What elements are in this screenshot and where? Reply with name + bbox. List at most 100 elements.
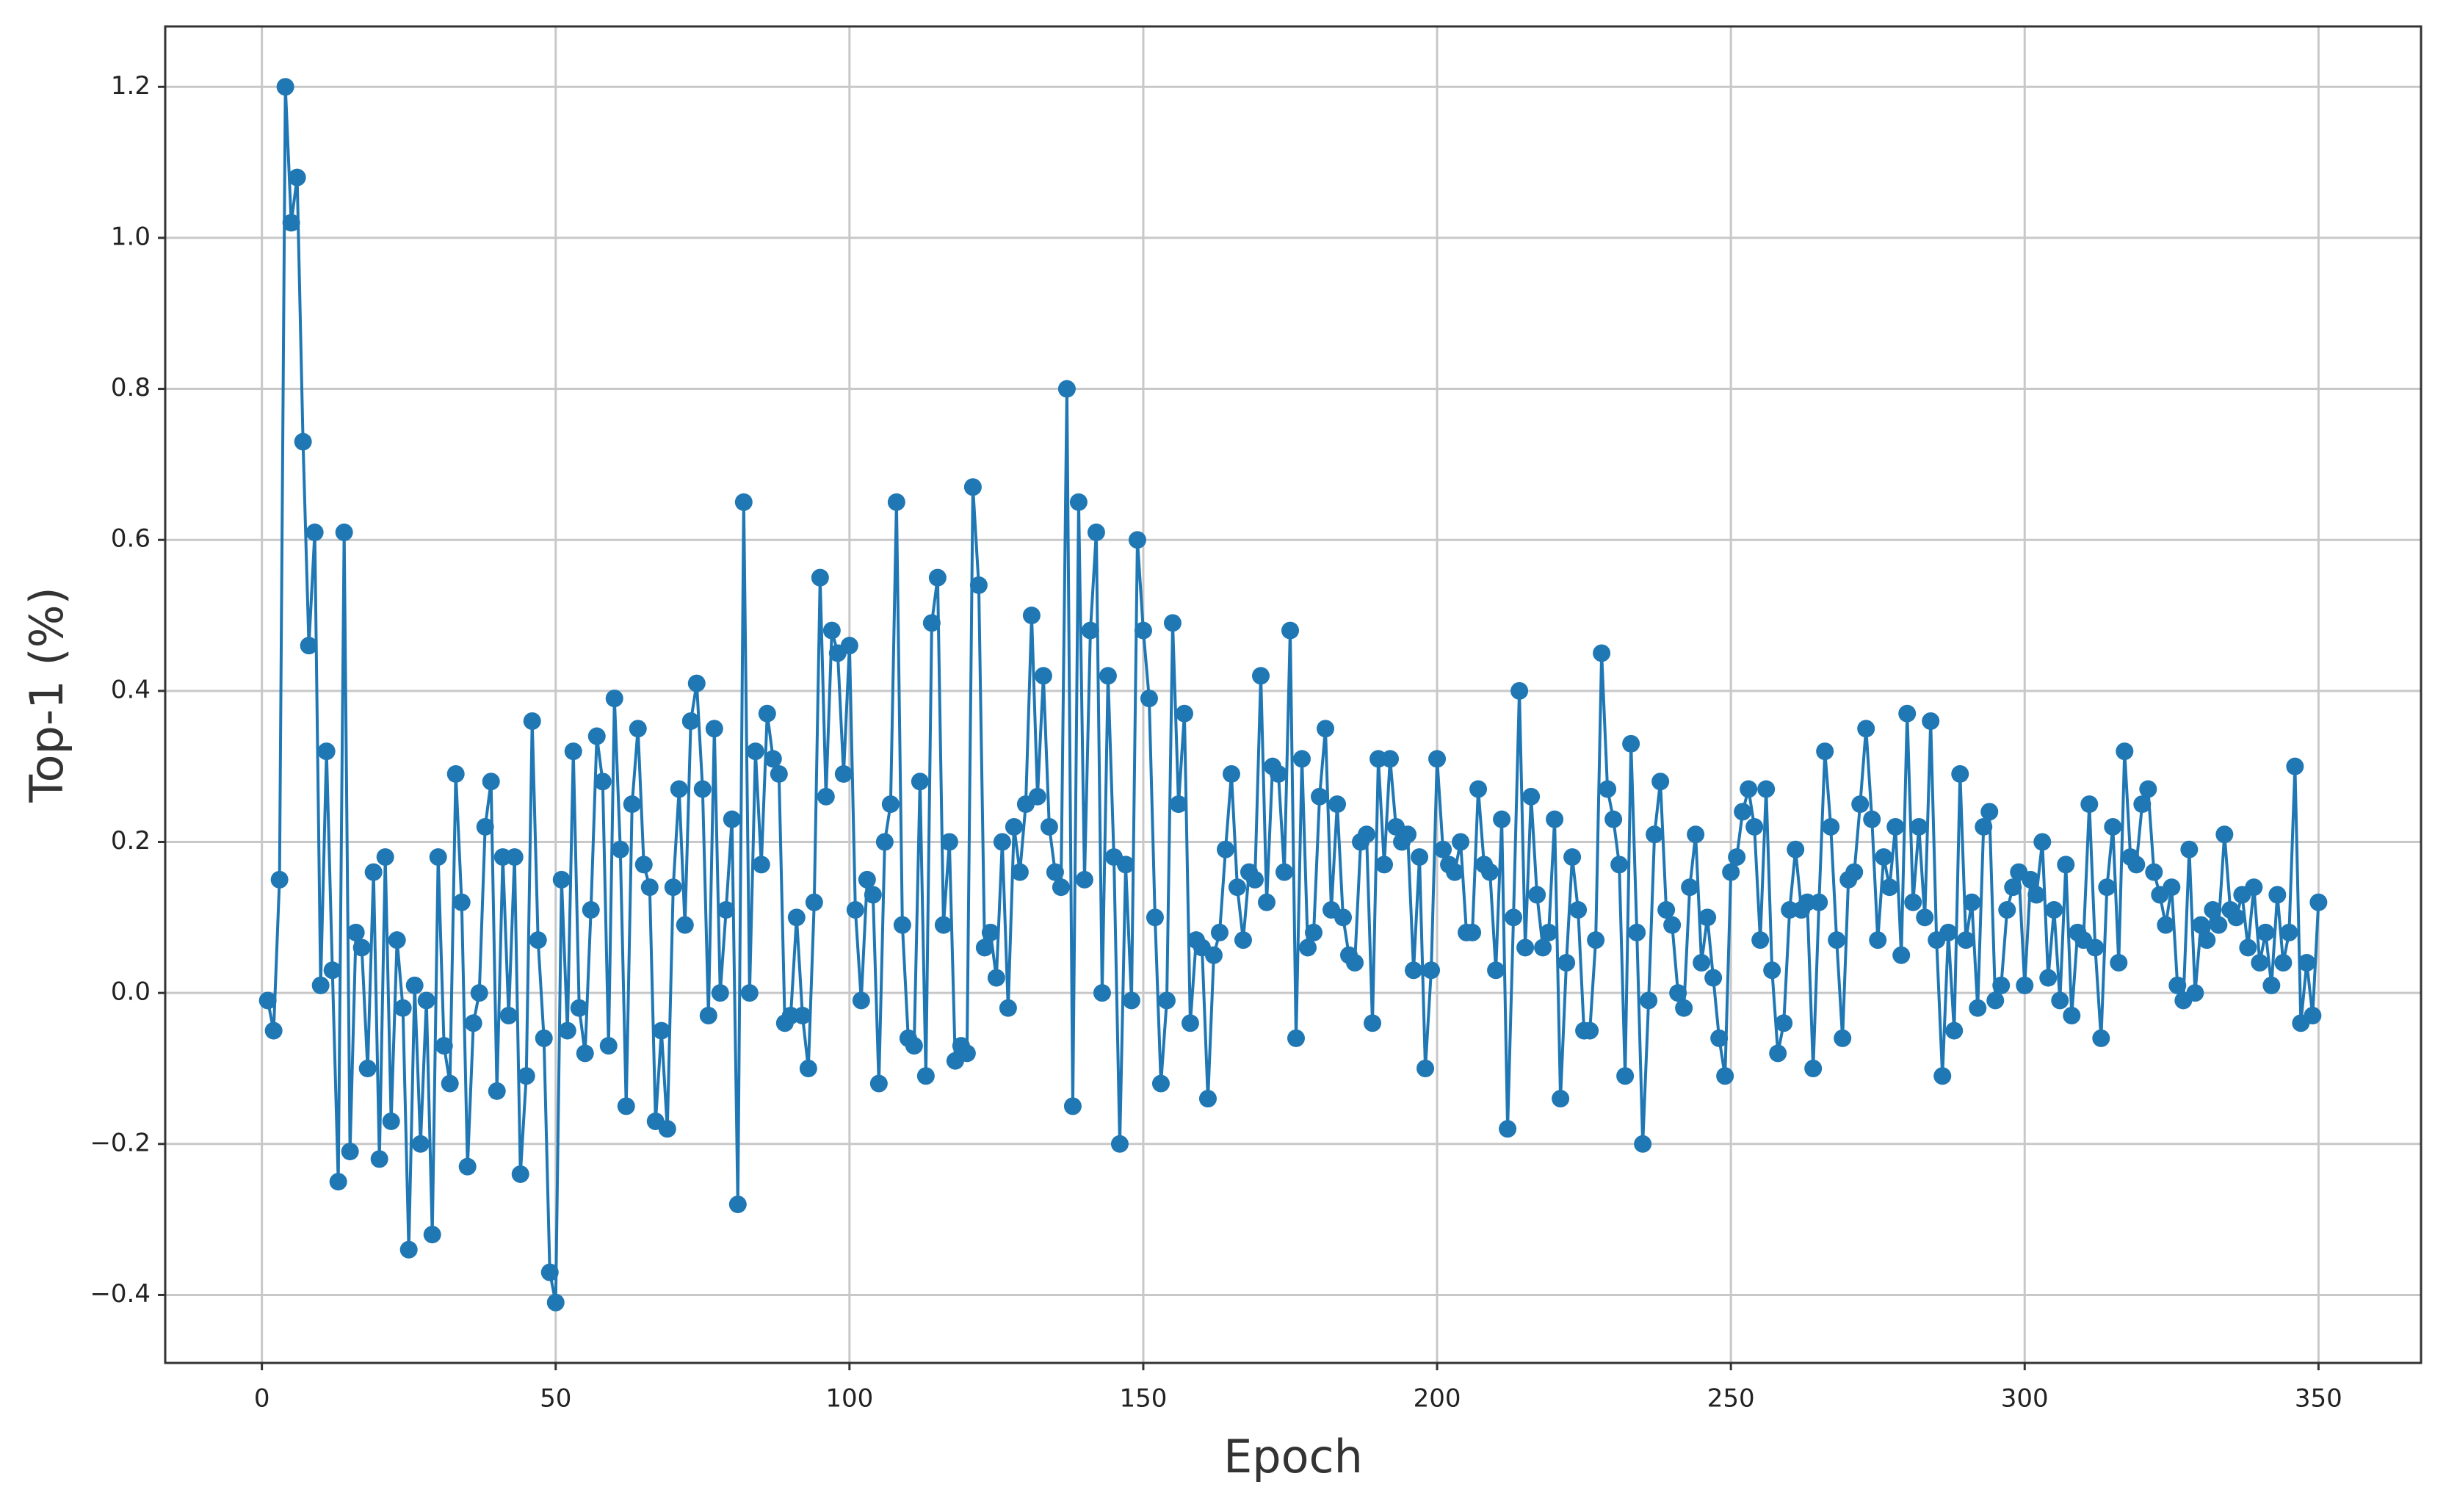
data-point [1681, 878, 1699, 897]
data-point [2215, 825, 2234, 844]
data-point [1469, 780, 1488, 798]
data-point [1399, 825, 1417, 844]
data-point [1716, 1067, 1734, 1085]
data-point [282, 214, 300, 232]
data-point [1581, 1021, 1599, 1040]
y-axis-title: Top-1 (%) [20, 587, 73, 803]
data-point [1405, 961, 1423, 980]
x-tick-label: 100 [825, 1384, 873, 1414]
data-point [1939, 923, 1958, 941]
data-point [505, 848, 524, 867]
x-tick-label: 150 [1119, 1384, 1167, 1414]
data-point [341, 1143, 359, 1161]
data-point [758, 704, 776, 723]
data-point [1052, 878, 1070, 897]
data-point [1916, 908, 1934, 927]
x-tick-label: 50 [540, 1384, 571, 1414]
data-point [1892, 946, 1911, 964]
data-point [288, 168, 306, 187]
data-point [1886, 817, 1905, 836]
data-point [599, 1037, 618, 1055]
data-point [1317, 720, 1335, 738]
data-point [1822, 817, 1840, 836]
data-point [811, 568, 829, 587]
data-point [2016, 976, 2034, 994]
data-point [1010, 863, 1029, 881]
data-point [1175, 704, 1193, 723]
data-point [634, 856, 653, 874]
y-tick-label: 1.2 [111, 71, 151, 101]
data-point [2239, 938, 2257, 957]
data-point [529, 931, 547, 949]
data-point [1710, 1029, 1729, 1047]
data-point [852, 991, 870, 1010]
data-point [2163, 878, 2181, 897]
data-point [1628, 923, 1646, 941]
data-point [1687, 825, 1705, 844]
data-point [1646, 825, 1664, 844]
data-point [1963, 893, 1981, 911]
data-point [834, 764, 853, 783]
data-point [2133, 795, 2152, 814]
y-tick-label: 0.4 [111, 675, 151, 704]
data-point [405, 976, 424, 994]
data-point [1116, 856, 1135, 874]
data-point [399, 1240, 418, 1259]
data-point [1063, 1097, 1082, 1115]
data-point [570, 999, 588, 1017]
data-point [2033, 833, 2052, 851]
data-point [1552, 1090, 1570, 1108]
data-point [388, 931, 406, 949]
data-point [1857, 720, 1875, 738]
data-point [576, 1044, 594, 1063]
data-point [969, 576, 988, 594]
data-point [2274, 954, 2293, 972]
data-point [1028, 787, 1046, 806]
data-point [1869, 931, 1887, 949]
data-point [1969, 999, 1987, 1017]
data-point [1522, 787, 1541, 806]
data-point [464, 1014, 482, 1032]
data-point [1446, 863, 1464, 881]
data-point [1216, 840, 1234, 858]
data-point [1081, 621, 1099, 640]
data-point [1358, 825, 1376, 844]
data-point [1986, 991, 2005, 1010]
data-point [1311, 787, 1329, 806]
data-point [523, 712, 541, 730]
data-point [1616, 1067, 1635, 1085]
data-point [476, 817, 494, 836]
data-point [1146, 908, 1164, 927]
data-point [1222, 764, 1240, 783]
data-point [1198, 1090, 1217, 1108]
data-point [482, 773, 500, 791]
data-point [658, 1120, 676, 1138]
data-point [940, 833, 958, 851]
data-point [2022, 870, 2040, 889]
data-point [1540, 923, 1558, 941]
data-point [2051, 991, 2069, 1010]
data-point [1698, 908, 1717, 927]
data-point [2092, 1029, 2110, 1047]
data-point [1992, 976, 2011, 994]
y-tick-label: 0.6 [111, 524, 151, 554]
data-point [1287, 1029, 1306, 1047]
data-point [728, 1196, 747, 1214]
data-point [981, 923, 999, 941]
data-point [2004, 878, 2022, 897]
data-point [1816, 742, 1834, 761]
data-point [922, 614, 941, 632]
data-point [1305, 923, 1323, 941]
data-point [1875, 848, 1893, 867]
data-point [1957, 931, 1975, 949]
data-point [740, 984, 759, 1002]
data-point [1122, 991, 1140, 1010]
data-point [394, 999, 412, 1017]
data-point [1634, 1135, 1652, 1153]
data-point [1099, 667, 1117, 685]
data-point [1452, 833, 1470, 851]
data-point [1411, 848, 1429, 867]
data-point [1640, 991, 1658, 1010]
data-point [717, 901, 735, 919]
data-point [705, 720, 723, 738]
